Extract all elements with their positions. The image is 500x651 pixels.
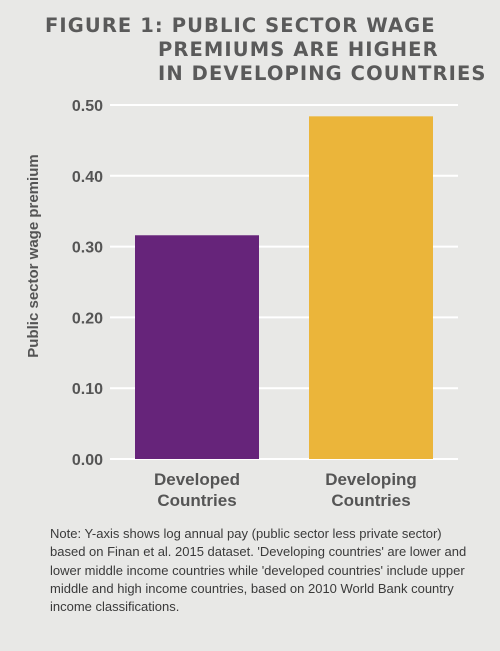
bar <box>135 235 259 459</box>
chart-title-line-3: IN DEVELOPING COUNTRIES <box>158 62 487 85</box>
y-tick-label: 0.40 <box>72 169 103 186</box>
y-tick-label: 0.50 <box>72 98 103 115</box>
chart-title-line-2: PREMIUMS ARE HIGHER <box>158 38 439 61</box>
chart-note: Note: Y-axis shows log annual pay (publi… <box>50 526 467 615</box>
y-tick-label: 0.20 <box>72 310 103 327</box>
y-tick-label: 0.10 <box>72 381 103 398</box>
chart-title-line-1: FIGURE 1: PUBLIC SECTOR WAGE <box>45 14 436 37</box>
bar-chart: 0.00 0.10 0.20 0.30 0.40 0.50 Developed Countr… <box>25 98 458 510</box>
y-tick-label: 0.00 <box>72 452 103 469</box>
y-axis-label: Public sector wage premium <box>25 154 42 357</box>
y-axis-ticks: 0.00 0.10 0.20 0.30 0.40 0.50 <box>72 98 103 469</box>
x-axis-labels: Developed Countries Developing Countries <box>154 470 417 510</box>
bars <box>135 116 433 459</box>
chart-title: FIGURE 1: PUBLIC SECTOR WAGE PREMIUMS AR… <box>45 14 485 86</box>
bar <box>309 116 433 459</box>
y-tick-label: 0.30 <box>72 240 103 257</box>
x-tick-label: Developing <box>325 470 417 489</box>
x-tick-label: Countries <box>157 491 236 510</box>
x-tick-label: Developed <box>154 470 240 489</box>
x-tick-label: Countries <box>331 491 410 510</box>
